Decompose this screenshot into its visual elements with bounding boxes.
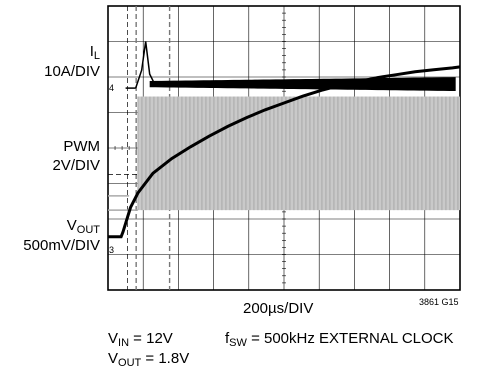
vout-label-main: V [66, 217, 77, 234]
vin-cond-main: V [108, 330, 119, 347]
il-overshoot [134, 41, 155, 89]
il-label: IL [50, 43, 100, 62]
vout-cond-rest: = 1.8V [141, 350, 190, 367]
vout-label-sub: OUT [76, 224, 100, 236]
vin-cond-rest: = 12V [129, 330, 173, 347]
il-scale: 10A/DIV [44, 63, 100, 80]
vin-condition: VIN = 12V [108, 330, 173, 349]
il-label-sub: L [93, 50, 100, 62]
vout-label: VOUT [30, 217, 100, 236]
channel-markers: 43 [109, 83, 114, 255]
vout-condition: VOUT = 1.8V [108, 350, 190, 369]
vout-trace [108, 65, 461, 239]
vout-cond-main: V [108, 350, 119, 367]
x-axis-label: 200µs/DIV [243, 300, 314, 317]
fsw-cond-sub: SW [229, 337, 247, 349]
vout-curve [108, 65, 461, 239]
fsw-cond-main: f [225, 330, 230, 347]
il-label-main: I [89, 43, 94, 60]
figure-code: 3861 G15 [419, 297, 459, 307]
pwm-trace [108, 96, 461, 211]
pwm-label: PWM [63, 138, 100, 155]
il-ripple-band [149, 77, 456, 92]
il-ground-marker: 4 [109, 83, 114, 93]
fsw-condition: fSW = 500kHz EXTERNAL CLOCK [225, 330, 454, 349]
vout-scale: 500mV/DIV [23, 237, 100, 254]
vout-ground-marker: 3 [109, 245, 114, 255]
inductor-current-trace [125, 41, 456, 92]
fsw-cond-rest: = 500kHz EXTERNAL CLOCK [246, 330, 454, 347]
vout-cond-sub: OUT [118, 357, 142, 369]
vin-cond-sub: IN [118, 337, 130, 349]
pwm-scale: 2V/DIV [52, 157, 100, 174]
